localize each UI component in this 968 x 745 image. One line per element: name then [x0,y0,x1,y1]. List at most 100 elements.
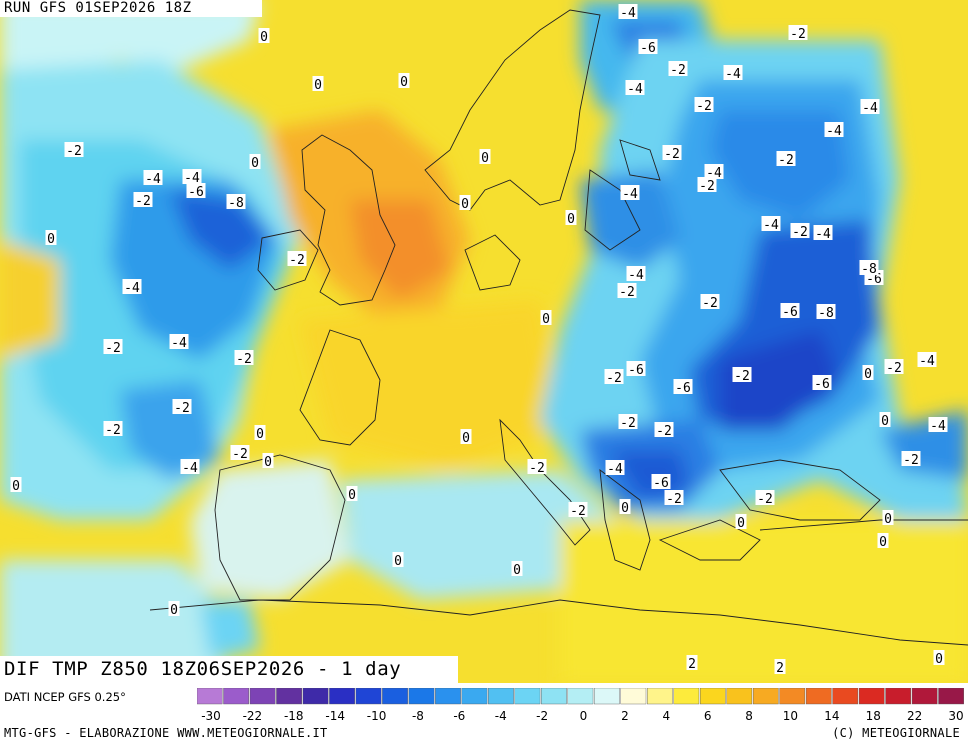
contour-label-text: -4 [815,227,831,242]
scale-swatch [197,688,223,705]
contour-label-box [392,552,404,567]
scale-swatch [752,688,779,705]
contour-label-text: 0 [881,414,889,429]
scale-tick-label: -18 [284,709,304,722]
contour-label-text: 0 [314,78,322,93]
scale-swatch [302,688,329,705]
contour-label-text: -4 [627,82,643,97]
contour-label-box [122,279,142,294]
contour-label-box [686,655,698,670]
contour-label-box [790,223,810,238]
contour-label-box [882,510,894,525]
contour-label-text: -4 [930,419,946,434]
credits-right: (C) METEOGIORNALE [832,726,960,740]
contour-label-text: -4 [620,6,636,21]
contour-label-box [723,65,743,80]
contour-label-text: -2 [232,447,248,462]
scale-swatch [488,688,514,705]
contour-label-box [620,185,640,200]
contour-label: 0 [511,561,523,578]
contour-label-text: -4 [622,187,638,202]
contour-label-text: -6 [188,185,204,200]
contour-label: -2 [654,422,674,439]
contour-label-text: -4 [826,124,842,139]
temperature-anomaly-map: -4-6-2-4-2 -400 0-2 -4-4-6-8-20-4-2-4-2-4-4… [0,0,968,683]
scale-swatch [911,688,938,705]
contour-label-text: -2 [903,453,919,468]
contour-label: 0 [262,453,274,470]
contour-label-text: -2 [670,63,686,78]
contour-label: 0 [459,195,471,212]
contour-label-box [664,490,684,505]
contour-label: -2 [884,359,904,376]
contour-label-text: -2 [790,27,806,42]
contour-label-text: 0 [621,501,629,516]
contour-label: -4 [626,266,646,283]
scale-tick-label: 4 [662,709,670,722]
contour-label: 0 [882,510,894,527]
contour-label: 0 [460,429,472,446]
credits-left: MTG-GFS - ELABORAZIONE WWW.METEOGIORNALE… [4,726,328,740]
contour-label-box [732,367,752,382]
contour-label-text: -2 [66,144,82,159]
contour-label: -2 [755,490,775,507]
contour-label: -2 [234,350,254,367]
contour-label: -2 [103,339,123,356]
scale-swatch [673,688,700,705]
scale-tick-label: -22 [243,709,263,722]
contour-label: -8 [226,194,246,211]
contour-label-box [662,145,682,160]
contour-label-box [928,417,948,432]
contour-label: -4 [824,122,844,139]
contour-label: -4 [860,99,880,116]
contour-label-text: -2 [666,492,682,507]
contour-label-text: 0 [170,603,178,618]
contour-label-box [879,412,891,427]
contour-label-box [346,486,358,501]
scale-swatch [355,688,382,705]
contour-label-box [884,359,904,374]
contour-label-text: -6 [866,272,882,287]
contour-label: 0 [565,210,577,227]
contour-label: -2 [287,251,307,268]
contour-label-box [565,210,577,225]
color-scale-legend: -30 -22 -18 -14 -10 -8 -6 -4 -2 0 2 4 6 8 10 14 18 22 30 [197,688,964,722]
contour-label-text: 0 [462,431,470,446]
contour-label-text: 0 [542,312,550,327]
contour-label-box [180,459,200,474]
contour-label-box [133,192,153,207]
contour-label-box [527,459,547,474]
contour-label-text: 0 [481,151,489,166]
contour-label: -2 [230,445,250,462]
contour-label: -6 [780,303,800,320]
contour-label-box [568,502,588,517]
anomaly-field [0,0,968,683]
scale-tick-label: 8 [745,709,753,722]
scale-tick-label: 2 [621,709,629,722]
contour-label: -4 [169,334,189,351]
contour-label: -4 [761,216,781,233]
contour-label-box [917,352,937,367]
scale-tick-label: -30 [201,709,221,722]
contour-label: 0 [312,76,324,93]
contour-label-box [186,183,206,198]
contour-label-text: -2 [570,504,586,519]
contour-label-box [755,490,775,505]
contour-label-text: -2 [105,423,121,438]
contour-label-text: -2 [792,225,808,240]
contour-label: -8 [859,260,879,277]
contour-label: -6 [812,375,832,392]
run-title: RUN GFS 01SEP2026 18Z [0,0,262,17]
contour-label-box [774,659,786,674]
contour-label: -2 [604,369,624,386]
scale-swatch [461,688,488,705]
contour-label: -2 [668,61,688,78]
contour-label-box [901,451,921,466]
contour-label-box [604,369,624,384]
contour-label-box [619,499,631,514]
scale-tick-label: -6 [453,709,465,722]
scale-tick-label: -4 [495,709,507,722]
contour-label-box [168,601,180,616]
contour-label-text: -2 [757,492,773,507]
scale-swatch [435,688,461,705]
